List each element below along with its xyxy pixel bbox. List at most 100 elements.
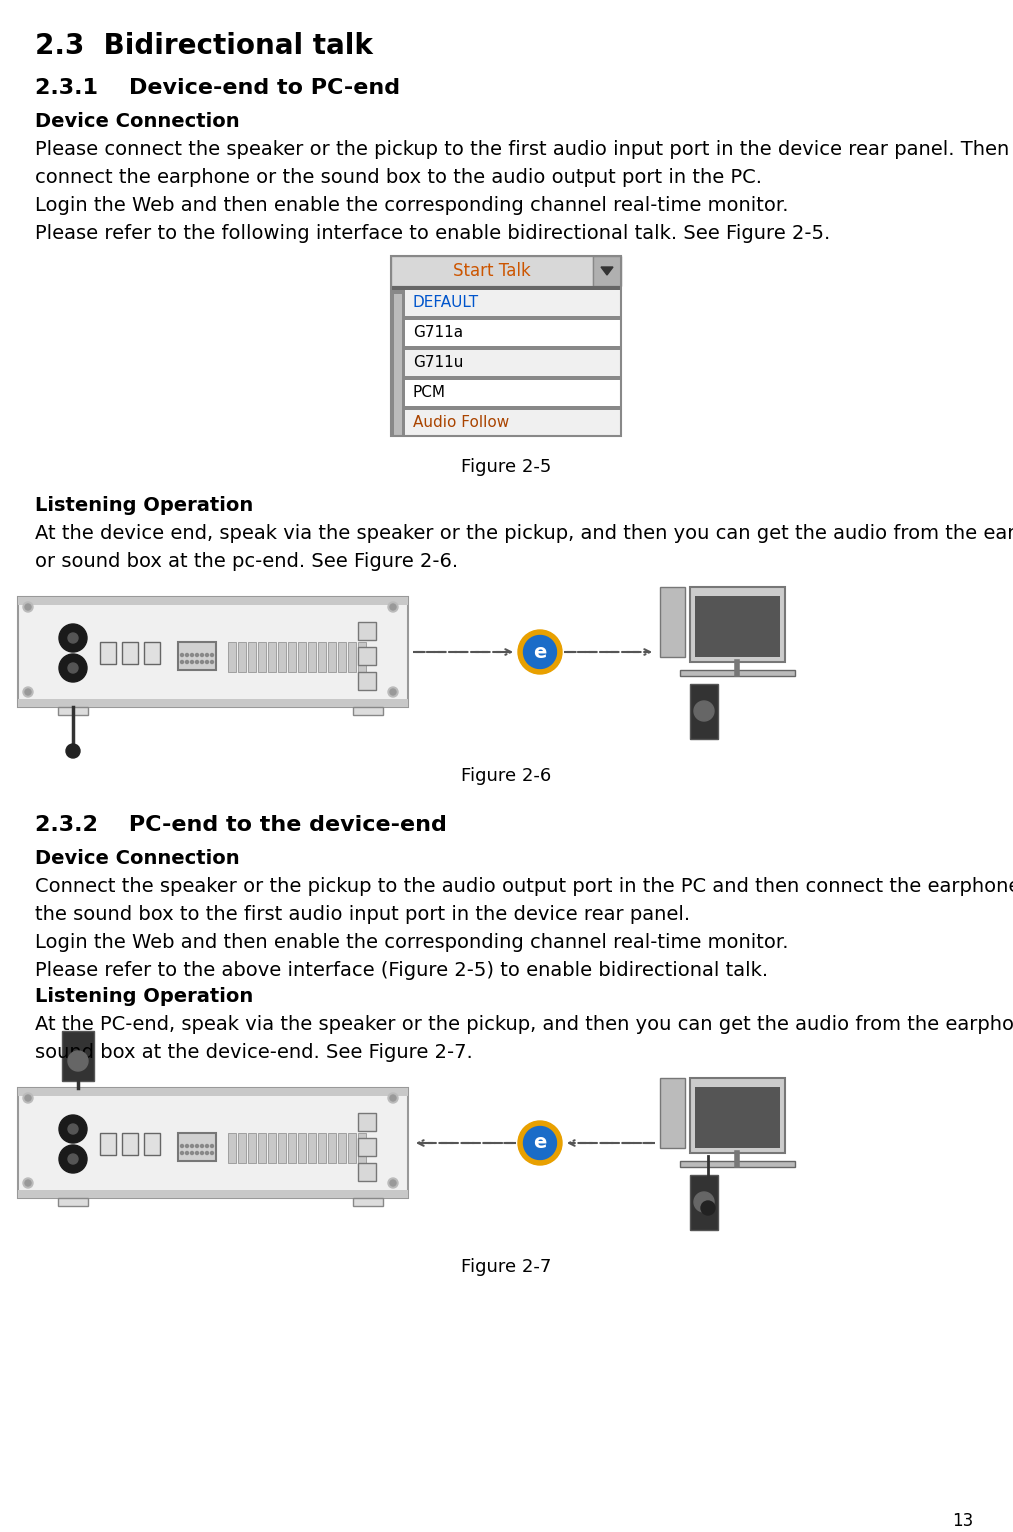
- Bar: [391, 256, 593, 286]
- Bar: [680, 1161, 795, 1167]
- Bar: [258, 642, 266, 673]
- Circle shape: [68, 663, 78, 673]
- Bar: [298, 642, 306, 673]
- Bar: [690, 1175, 718, 1230]
- Text: connect the earphone or the sound box to the audio output port in the PC.: connect the earphone or the sound box to…: [35, 169, 762, 187]
- Text: Figure 2-7: Figure 2-7: [461, 1258, 551, 1276]
- Circle shape: [524, 636, 556, 668]
- Text: Please refer to the above interface (Figure 2-5) to enable bidirectional talk.: Please refer to the above interface (Fig…: [35, 961, 768, 980]
- Bar: [405, 316, 621, 320]
- Text: G711u: G711u: [413, 355, 463, 371]
- Circle shape: [390, 1095, 396, 1102]
- Bar: [258, 1134, 266, 1163]
- Circle shape: [185, 1144, 188, 1147]
- Circle shape: [185, 660, 188, 663]
- Bar: [288, 642, 296, 673]
- Bar: [358, 642, 366, 673]
- Bar: [58, 1198, 88, 1206]
- Circle shape: [390, 689, 396, 696]
- Bar: [695, 1088, 780, 1147]
- Bar: [178, 642, 216, 669]
- Bar: [405, 411, 621, 437]
- Bar: [353, 1198, 383, 1206]
- Circle shape: [180, 654, 183, 657]
- Text: G711a: G711a: [413, 325, 463, 340]
- Bar: [100, 1134, 116, 1155]
- Circle shape: [201, 654, 204, 657]
- Text: the sound box to the first audio input port in the device rear panel.: the sound box to the first audio input p…: [35, 905, 690, 924]
- Bar: [348, 642, 356, 673]
- Bar: [122, 1134, 138, 1155]
- Bar: [144, 1134, 160, 1155]
- Circle shape: [388, 602, 398, 611]
- Circle shape: [25, 689, 31, 696]
- Bar: [318, 1134, 326, 1163]
- Circle shape: [25, 1180, 31, 1186]
- Circle shape: [190, 660, 193, 663]
- Circle shape: [201, 1152, 204, 1155]
- Circle shape: [180, 1144, 183, 1147]
- Text: Connect the speaker or the pickup to the audio output port in the PC and then co: Connect the speaker or the pickup to the…: [35, 876, 1013, 896]
- Bar: [680, 669, 795, 676]
- Bar: [358, 1134, 366, 1163]
- Circle shape: [390, 604, 396, 610]
- Bar: [405, 349, 621, 375]
- Bar: [18, 597, 408, 605]
- Bar: [100, 642, 116, 663]
- Circle shape: [25, 1095, 31, 1102]
- Circle shape: [190, 1144, 193, 1147]
- Circle shape: [196, 1152, 199, 1155]
- Text: e: e: [533, 1134, 547, 1152]
- Circle shape: [25, 604, 31, 610]
- Bar: [248, 1134, 256, 1163]
- Circle shape: [68, 633, 78, 643]
- Circle shape: [211, 1152, 214, 1155]
- Circle shape: [68, 1124, 78, 1134]
- Text: Device Connection: Device Connection: [35, 849, 240, 869]
- Bar: [660, 1079, 685, 1147]
- Bar: [391, 286, 621, 290]
- Circle shape: [23, 1092, 33, 1103]
- Bar: [358, 1163, 376, 1181]
- Bar: [405, 375, 621, 380]
- Circle shape: [201, 660, 204, 663]
- Bar: [338, 1134, 346, 1163]
- Text: Start Talk: Start Talk: [453, 262, 531, 280]
- Bar: [18, 1088, 408, 1095]
- Bar: [248, 642, 256, 673]
- Text: Device Connection: Device Connection: [35, 112, 240, 132]
- Text: Login the Web and then enable the corresponding channel real-time monitor.: Login the Web and then enable the corres…: [35, 933, 788, 951]
- Bar: [358, 647, 376, 665]
- Bar: [593, 256, 621, 286]
- Text: or sound box at the pc-end. See Figure 2-6.: or sound box at the pc-end. See Figure 2…: [35, 552, 458, 571]
- Bar: [328, 642, 336, 673]
- Bar: [228, 1134, 236, 1163]
- Circle shape: [206, 660, 209, 663]
- Circle shape: [388, 1092, 398, 1103]
- Text: At the PC-end, speak via the speaker or the pickup, and then you can get the aud: At the PC-end, speak via the speaker or …: [35, 1016, 1013, 1034]
- Bar: [18, 597, 408, 706]
- Bar: [328, 1134, 336, 1163]
- Bar: [391, 256, 621, 437]
- Bar: [660, 587, 685, 657]
- Text: Please connect the speaker or the pickup to the first audio input port in the de: Please connect the speaker or the pickup…: [35, 139, 1009, 159]
- Circle shape: [206, 1144, 209, 1147]
- Bar: [18, 1088, 408, 1198]
- Bar: [394, 294, 402, 437]
- Bar: [18, 699, 408, 706]
- Circle shape: [388, 686, 398, 697]
- Text: sound box at the device-end. See Figure 2-7.: sound box at the device-end. See Figure …: [35, 1043, 473, 1062]
- Polygon shape: [601, 267, 613, 276]
- Bar: [122, 642, 138, 663]
- Bar: [62, 1031, 94, 1082]
- Bar: [308, 1134, 316, 1163]
- Text: PCM: PCM: [413, 385, 446, 400]
- Circle shape: [211, 1144, 214, 1147]
- Bar: [405, 290, 621, 316]
- Bar: [358, 673, 376, 689]
- Circle shape: [190, 1152, 193, 1155]
- Text: e: e: [533, 642, 547, 662]
- Bar: [405, 346, 621, 349]
- Circle shape: [180, 1152, 183, 1155]
- Bar: [690, 587, 785, 662]
